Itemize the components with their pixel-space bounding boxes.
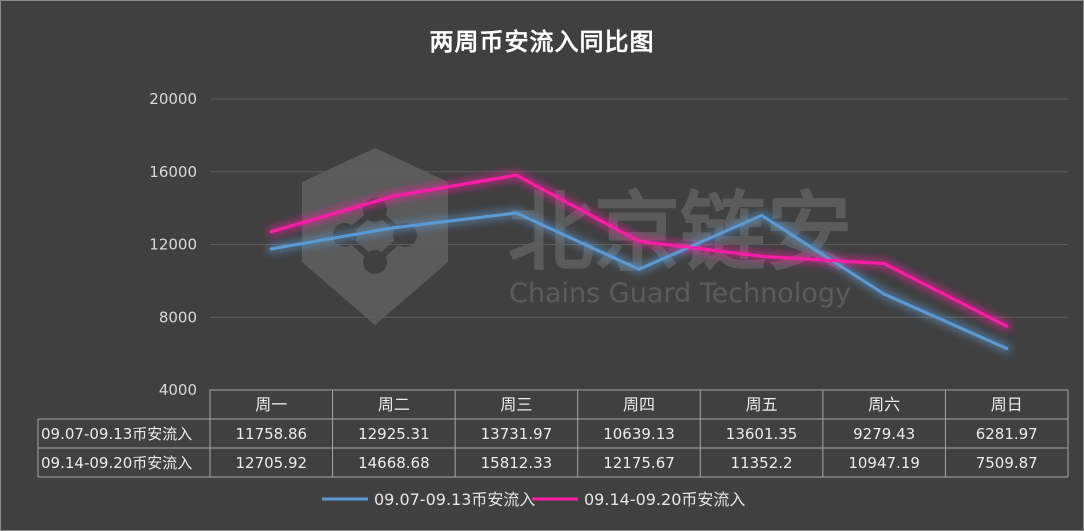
- y-tick-label: 4000: [159, 381, 197, 399]
- table-value: 15812.33: [481, 454, 553, 472]
- table-value: 10639.13: [603, 425, 675, 443]
- y-tick-label: 12000: [149, 236, 197, 254]
- legend-label-1: 09.07-09.13币安流入: [374, 490, 535, 509]
- data-point: [1005, 346, 1009, 350]
- table-series-name: 09.07-09.13币安流入: [41, 425, 192, 443]
- legend-label-2: 09.14-09.20币安流入: [584, 490, 745, 509]
- data-point: [392, 194, 396, 198]
- x-category-label: 周六: [868, 395, 900, 414]
- table-value: 12925.31: [358, 425, 430, 443]
- table-value: 14668.68: [358, 454, 430, 472]
- legend: 09.07-09.13币安流入 09.14-09.20币安流入: [322, 490, 745, 509]
- watermark: 北京链安 Chains Guard Technology: [302, 148, 852, 325]
- x-category-label: 周五: [746, 395, 778, 414]
- data-point: [1005, 324, 1009, 328]
- data-table: 周一 周二 周三 周四 周五 周六 周日 09.07-09.13币安流入 11758.86 129…: [37, 389, 1069, 478]
- x-category-label: 周二: [378, 395, 410, 414]
- data-point: [760, 254, 764, 258]
- data-point: [269, 230, 273, 234]
- table-value: 11758.86: [235, 425, 307, 443]
- y-axis: 4000 8000 12000 16000 20000: [149, 90, 197, 399]
- watermark-subtitle: Chains Guard Technology: [509, 278, 851, 309]
- series-lines: [269, 173, 1009, 350]
- table-value: 6281.97: [976, 425, 1038, 443]
- y-tick-label: 20000: [149, 90, 197, 108]
- y-tick-label: 16000: [149, 163, 197, 181]
- table-series-name: 09.14-09.20币安流入: [41, 454, 192, 472]
- chart-title: 两周币安流入同比图: [429, 28, 655, 56]
- data-point: [514, 211, 518, 215]
- x-category-label: 周一: [255, 395, 287, 414]
- data-point: [882, 262, 886, 266]
- table-value: 10947.19: [848, 454, 920, 472]
- data-point: [882, 292, 886, 296]
- y-tick-label: 8000: [159, 308, 197, 326]
- table-value: 13731.97: [481, 425, 553, 443]
- table-value: 7509.87: [976, 454, 1038, 472]
- table-value: 12705.92: [235, 454, 307, 472]
- data-point: [760, 213, 764, 217]
- table-value: 9279.43: [853, 425, 915, 443]
- data-point: [269, 247, 273, 251]
- data-point: [637, 267, 641, 271]
- x-category-label: 周日: [991, 395, 1023, 414]
- data-point: [637, 239, 641, 243]
- table-value: 11352.2: [731, 454, 793, 472]
- data-point: [392, 226, 396, 230]
- table-value: 12175.67: [603, 454, 675, 472]
- data-point: [514, 173, 518, 177]
- x-category-label: 周三: [500, 395, 532, 414]
- table-value: 13601.35: [726, 425, 798, 443]
- x-category-label: 周四: [623, 395, 655, 414]
